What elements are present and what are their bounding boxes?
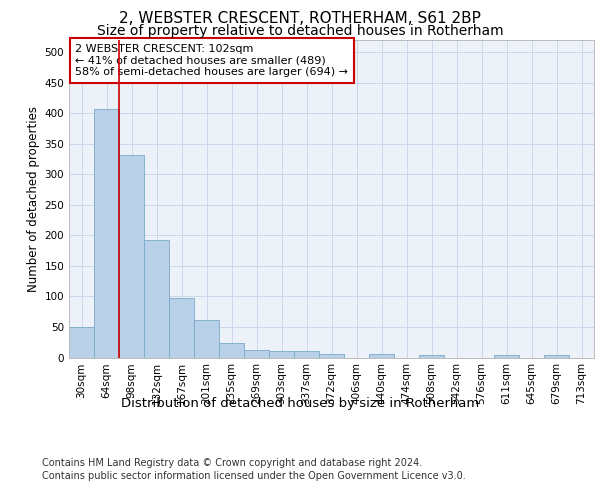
Bar xyxy=(269,352,294,358)
Bar xyxy=(169,298,194,358)
Bar xyxy=(219,343,244,357)
Text: Distribution of detached houses by size in Rotherham: Distribution of detached houses by size … xyxy=(121,398,479,410)
Bar xyxy=(544,355,569,358)
Bar xyxy=(194,320,219,358)
Text: Size of property relative to detached houses in Rotherham: Size of property relative to detached ho… xyxy=(97,24,503,38)
Bar xyxy=(144,240,169,358)
Bar xyxy=(419,355,444,358)
Text: Contains HM Land Registry data © Crown copyright and database right 2024.: Contains HM Land Registry data © Crown c… xyxy=(42,458,422,468)
Bar xyxy=(94,109,119,358)
Bar xyxy=(244,350,269,358)
Bar xyxy=(369,354,394,358)
Bar xyxy=(69,327,94,358)
Text: 2 WEBSTER CRESCENT: 102sqm
← 41% of detached houses are smaller (489)
58% of sem: 2 WEBSTER CRESCENT: 102sqm ← 41% of deta… xyxy=(76,44,348,77)
Text: Contains public sector information licensed under the Open Government Licence v3: Contains public sector information licen… xyxy=(42,471,466,481)
Bar xyxy=(319,354,344,358)
Text: 2, WEBSTER CRESCENT, ROTHERHAM, S61 2BP: 2, WEBSTER CRESCENT, ROTHERHAM, S61 2BP xyxy=(119,11,481,26)
Y-axis label: Number of detached properties: Number of detached properties xyxy=(27,106,40,292)
Bar xyxy=(494,355,519,358)
Bar xyxy=(294,352,319,358)
Bar xyxy=(119,155,144,358)
